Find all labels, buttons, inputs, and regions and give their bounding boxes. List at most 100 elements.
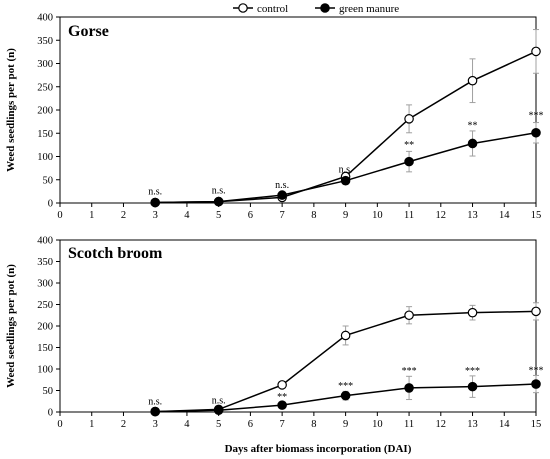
x-tick-label: 3 <box>153 419 158 430</box>
y-tick-label: 200 <box>37 322 53 333</box>
significance-label: *** <box>529 365 544 376</box>
significance-label: n.s. <box>212 186 226 197</box>
y-tick-label: 350 <box>37 257 53 268</box>
data-point <box>277 400 287 410</box>
legend: control green manure <box>233 3 399 15</box>
x-tick-label: 7 <box>280 210 285 221</box>
x-tick-label: 12 <box>436 419 447 430</box>
series-green-manure <box>150 122 541 208</box>
significance-label: n.s. <box>339 164 353 175</box>
data-point <box>213 196 224 207</box>
data-point <box>404 310 414 321</box>
y-tick-label: 200 <box>37 106 53 117</box>
y-tick-label: 100 <box>37 365 53 376</box>
y-tick-label: 150 <box>37 129 53 140</box>
data-point <box>404 383 414 393</box>
y-tick-label: 350 <box>37 36 53 47</box>
data-point <box>340 330 351 341</box>
x-tick-label: 11 <box>404 210 414 221</box>
data-point <box>467 381 478 392</box>
y-tick-label: 250 <box>37 300 53 311</box>
series-green-manure <box>150 374 541 417</box>
significance-label: *** <box>465 366 480 377</box>
x-tick-label: 14 <box>499 419 510 430</box>
y-tick-label: 300 <box>37 59 53 70</box>
data-point <box>340 390 351 401</box>
y-axis-label: Weed seedlings per pot (n) <box>5 48 17 172</box>
significance-label: ** <box>277 392 287 403</box>
x-tick-label: 1 <box>89 210 94 221</box>
x-tick-label: 1 <box>89 419 94 430</box>
legend-label: control <box>257 3 288 15</box>
legend-marker <box>238 3 248 13</box>
x-tick-label: 14 <box>499 210 510 221</box>
data-point <box>531 379 541 389</box>
x-tick-label: 9 <box>343 210 348 221</box>
significance-label: n.s. <box>148 396 162 407</box>
data-point <box>531 127 541 138</box>
data-point <box>467 307 478 318</box>
x-tick-label: 8 <box>311 210 316 221</box>
data-point <box>150 197 160 208</box>
x-tick-label: 0 <box>57 419 62 430</box>
x-tick-label: 15 <box>531 210 542 221</box>
data-point <box>531 306 541 317</box>
x-tick-label: 15 <box>531 419 542 430</box>
y-tick-label: 250 <box>37 82 53 93</box>
x-tick-label: 4 <box>184 210 190 221</box>
x-tick-label: 13 <box>467 210 478 221</box>
y-tick-label: 0 <box>48 408 53 419</box>
significance-label: n.s. <box>212 395 226 406</box>
data-point <box>531 46 541 57</box>
x-tick-label: 11 <box>404 419 414 430</box>
panel-title: Scotch broom <box>68 245 163 262</box>
panel-title: Gorse <box>68 23 109 40</box>
x-tick-label: 10 <box>372 210 383 221</box>
x-tick-label: 13 <box>467 419 478 430</box>
data-point <box>404 114 414 124</box>
x-tick-label: 5 <box>216 210 221 221</box>
y-tick-label: 50 <box>43 386 54 397</box>
data-point <box>213 405 224 416</box>
legend-entry: control <box>233 3 288 15</box>
plot-frame <box>59 16 537 204</box>
significance-label: ** <box>468 121 478 132</box>
y-tick-label: 400 <box>37 236 53 247</box>
data-point <box>277 190 287 200</box>
data-point <box>467 75 478 86</box>
significance-label: ** <box>404 140 414 151</box>
x-tick-label: 0 <box>57 210 62 221</box>
x-tick-label: 6 <box>248 419 253 430</box>
y-tick-label: 0 <box>48 199 53 210</box>
x-tick-label: 8 <box>311 419 316 430</box>
significance-label: *** <box>402 366 417 377</box>
y-axis-label: Weed seedlings per pot (n) <box>5 264 17 388</box>
y-tick-label: 400 <box>37 13 53 24</box>
x-tick-label: 5 <box>216 419 221 430</box>
data-point <box>150 406 160 417</box>
x-tick-label: 7 <box>280 419 285 430</box>
significance-label: *** <box>338 381 353 392</box>
y-tick-label: 100 <box>37 152 53 163</box>
x-tick-label: 9 <box>343 419 348 430</box>
data-point <box>404 156 414 167</box>
significance-label: n.s. <box>275 180 289 191</box>
legend-label: green manure <box>339 3 399 15</box>
x-tick-label: 10 <box>372 419 383 430</box>
significance-label: *** <box>529 110 544 121</box>
legend-entry: green manure <box>315 3 399 15</box>
y-tick-label: 50 <box>43 175 54 186</box>
data-point <box>340 175 351 186</box>
significance-label: n.s. <box>148 187 162 198</box>
x-tick-label: 6 <box>248 210 253 221</box>
x-tick-label: 3 <box>153 210 158 221</box>
x-tick-label: 2 <box>121 210 126 221</box>
x-tick-label: 4 <box>184 419 190 430</box>
x-tick-label: 12 <box>436 210 447 221</box>
y-tick-label: 150 <box>37 343 53 354</box>
legend-marker <box>320 3 330 13</box>
data-point <box>277 380 287 390</box>
